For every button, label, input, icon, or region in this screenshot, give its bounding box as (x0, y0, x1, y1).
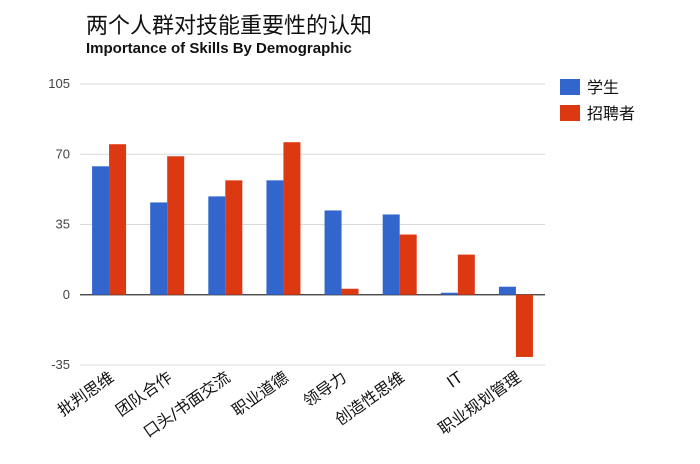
y-tick-label: 70 (56, 146, 70, 161)
x-category-label: IT (443, 368, 466, 392)
bars (92, 142, 533, 357)
bar-recruiter (515, 294, 533, 357)
y-tick-label: 35 (56, 217, 70, 232)
legend-label: 招聘者 (587, 104, 635, 123)
legend-swatch (560, 79, 580, 95)
gridlines (80, 83, 545, 366)
chart-title: 两个人群对技能重要性的认知 (86, 14, 373, 39)
legend-label: 学生 (587, 78, 619, 97)
bar-recruiter (109, 144, 127, 295)
bar-student (266, 180, 284, 295)
bar-recruiter (225, 180, 243, 295)
bar-student (440, 292, 458, 295)
bar-recruiter (283, 142, 301, 295)
y-axis-ticks: 105 70 35 0 -35 (48, 76, 70, 372)
bar-recruiter (341, 288, 359, 295)
legend-swatch (560, 105, 580, 121)
y-tick-label: 0 (63, 287, 70, 302)
bar-student (382, 214, 400, 295)
bar-recruiter (167, 156, 185, 295)
y-tick-label: -35 (51, 357, 70, 372)
bar-student (208, 196, 226, 295)
bar-student (324, 210, 342, 295)
x-category-label: 职业道德 (228, 368, 291, 420)
bar-student (498, 286, 516, 295)
bar-student (150, 202, 168, 295)
x-category-label: 批判思维 (54, 368, 117, 420)
bar-recruiter (399, 234, 417, 295)
chart-subtitle: Importance of Skills By Demographic (86, 40, 352, 57)
bar-student (92, 166, 110, 295)
bar-recruiter (457, 254, 475, 295)
x-category-label: 领导力 (300, 368, 350, 411)
y-tick-label: 105 (48, 76, 70, 91)
